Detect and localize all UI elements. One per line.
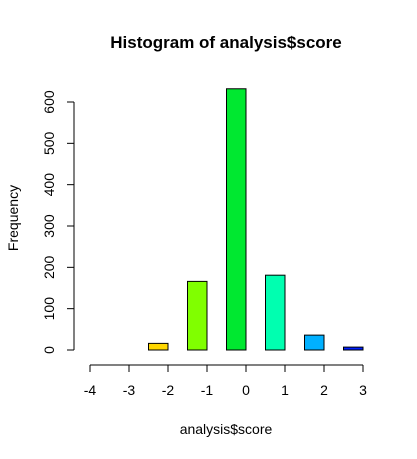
y-tick-label: 600 xyxy=(41,90,57,114)
histogram-bar xyxy=(304,334,325,351)
y-tick-label: 100 xyxy=(41,297,57,321)
histogram-bar xyxy=(343,346,364,351)
y-tick-label: 300 xyxy=(41,214,57,238)
y-axis-label: Frequency xyxy=(5,185,21,251)
x-tick-label: -3 xyxy=(123,382,136,398)
x-tick-label: -1 xyxy=(201,382,214,398)
histogram-bar xyxy=(265,274,286,351)
y-tick-label: 400 xyxy=(41,173,57,197)
y-axis: 0 100 200 300 400 500 600 xyxy=(41,90,75,354)
x-tick-label: 2 xyxy=(320,382,328,398)
y-tick-label: 200 xyxy=(41,255,57,279)
histogram-bar xyxy=(148,342,169,351)
x-tick-label: -2 xyxy=(162,382,175,398)
x-tick-label: 1 xyxy=(281,382,289,398)
x-axis: -4 -3 -2 -1 0 1 2 3 xyxy=(84,364,367,398)
histogram-bar xyxy=(226,88,247,351)
x-axis-label: analysis$score xyxy=(180,421,273,437)
x-tick-label: 0 xyxy=(242,382,250,398)
chart-title: Histogram of analysis$score xyxy=(110,33,341,52)
x-tick-label: 3 xyxy=(359,382,367,398)
x-tick-label: -4 xyxy=(84,382,97,398)
bars-group xyxy=(148,88,364,351)
y-tick-label: 500 xyxy=(41,131,57,155)
y-tick-label: 0 xyxy=(41,346,57,354)
histogram-bar xyxy=(187,280,208,351)
